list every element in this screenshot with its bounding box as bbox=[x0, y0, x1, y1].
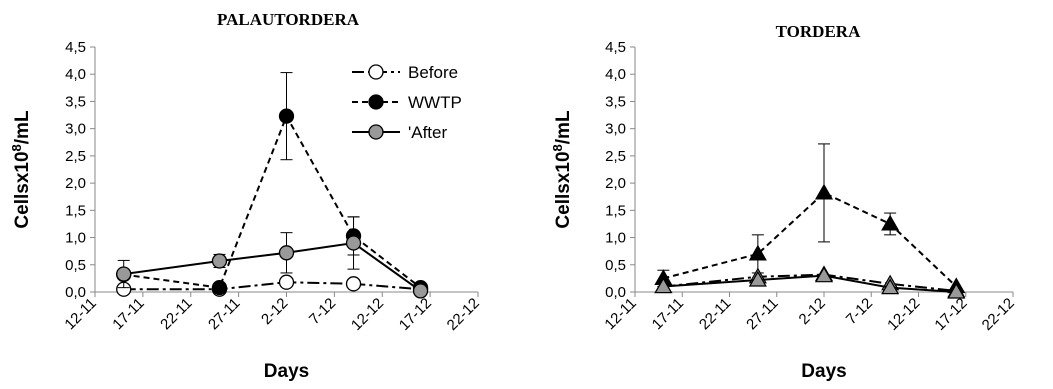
data-point bbox=[345, 235, 362, 251]
data-point bbox=[881, 278, 900, 295]
data-point bbox=[748, 244, 767, 261]
y-axis-label-unit: /mL bbox=[553, 110, 574, 144]
y-tick-label: 3,0 bbox=[65, 121, 86, 138]
y-axis-label-superscript: 8 bbox=[550, 144, 565, 151]
data-point bbox=[412, 283, 429, 299]
series-line bbox=[123, 281, 421, 291]
x-tick-label: 17-11 bbox=[649, 295, 687, 333]
legend-marker bbox=[368, 94, 384, 110]
y-tick-label: 1,5 bbox=[65, 202, 86, 219]
data-point bbox=[278, 108, 295, 124]
chart-panel-1: PALAUTORDERA 0,0 0,5 1,0 1,5 2,0 2,5 3,0 3,5 4,0 4… bbox=[9, 10, 483, 382]
x-tick-label: 12-12 bbox=[348, 295, 387, 334]
series-line bbox=[663, 274, 957, 293]
y-tick-label: 0,0 bbox=[605, 284, 626, 301]
x-tick-label: 22-11 bbox=[696, 295, 734, 333]
x-tick-label: 12-12 bbox=[884, 295, 923, 334]
y-tick-label: 2,0 bbox=[605, 175, 626, 192]
series-3 bbox=[116, 216, 429, 299]
x-tick-label: 7-12 bbox=[306, 295, 339, 328]
x-tick-label: 17-12 bbox=[931, 295, 970, 334]
series-1 bbox=[654, 143, 966, 294]
series-1 bbox=[116, 274, 429, 297]
y-axis-label-main: Cellsx10 bbox=[553, 151, 574, 228]
y-tick-label: 0,5 bbox=[605, 257, 626, 274]
series-3 bbox=[654, 266, 966, 299]
data-point bbox=[814, 183, 834, 200]
y-tick-label: 3,5 bbox=[605, 93, 626, 110]
legend-label: Before bbox=[408, 63, 458, 82]
data-point bbox=[278, 245, 295, 261]
legend-marker bbox=[368, 124, 384, 140]
y-tick-label: 4,5 bbox=[65, 39, 86, 56]
x-tick-label: 27-11 bbox=[743, 295, 781, 333]
y-tick-label: 4,0 bbox=[605, 66, 626, 83]
y-tick-label: 0,5 bbox=[65, 257, 86, 274]
x-tick-label: 22-11 bbox=[157, 295, 195, 333]
data-point bbox=[881, 214, 900, 231]
legend: Before WWTP 'After bbox=[352, 63, 462, 142]
data-point bbox=[211, 253, 228, 269]
y-axis-label: Cellsx108/mL bbox=[9, 110, 34, 229]
y-tick-label: 1,0 bbox=[65, 230, 86, 247]
x-tick-label: 2-12 bbox=[258, 295, 291, 328]
data-point bbox=[814, 266, 834, 283]
x-tick-label: 2-12 bbox=[796, 295, 829, 328]
chart-panel-2: TORDERA 0,0 0,5 1,0 1,5 2,0 2,5 3,0 3,5 4,0 4,5 12-… bbox=[550, 22, 1018, 382]
data-point bbox=[947, 282, 966, 299]
data-point bbox=[116, 266, 132, 282]
chart-title: TORDERA bbox=[776, 22, 861, 41]
x-axis-label: Days bbox=[801, 361, 846, 382]
y-tick-label: 4,5 bbox=[605, 39, 626, 56]
x-axis-label: Days bbox=[264, 361, 309, 382]
x-tick-label: 7-12 bbox=[843, 295, 876, 328]
legend-label: WWTP bbox=[408, 93, 462, 112]
x-tick-label: 22-12 bbox=[444, 295, 483, 334]
chart-title: PALAUTORDERA bbox=[217, 10, 360, 29]
legend-marker bbox=[368, 64, 384, 80]
y-tick-label: 2,5 bbox=[65, 148, 86, 165]
data-point bbox=[748, 270, 767, 287]
x-tick-label: 17-12 bbox=[396, 295, 435, 334]
y-tick-label: 3,5 bbox=[65, 93, 86, 110]
y-tick-label: 0,0 bbox=[65, 284, 86, 301]
x-tick-label: 27-11 bbox=[205, 295, 243, 333]
y-tick-label: 2,5 bbox=[605, 148, 626, 165]
y-axis-label-main: Cellsx10 bbox=[12, 151, 33, 228]
series-line bbox=[663, 191, 957, 288]
legend-label: 'After bbox=[408, 123, 447, 142]
data-point bbox=[345, 276, 362, 292]
x-tick-label: 17-11 bbox=[109, 295, 147, 333]
x-tick-label: 22-12 bbox=[979, 295, 1018, 334]
data-point bbox=[654, 277, 673, 294]
y-axis-label-superscript: 8 bbox=[9, 144, 24, 151]
y-tick-label: 1,0 bbox=[605, 230, 626, 247]
y-tick-label: 3,0 bbox=[605, 121, 626, 138]
data-point bbox=[278, 274, 295, 290]
y-tick-label: 2,0 bbox=[65, 175, 86, 192]
data-point bbox=[211, 279, 228, 296]
y-axis-label-unit: /mL bbox=[12, 110, 33, 144]
y-axis-label: Cellsx108/mL bbox=[550, 110, 575, 229]
series-line bbox=[123, 113, 422, 289]
y-tick-label: 4,0 bbox=[65, 66, 86, 83]
y-tick-label: 1,5 bbox=[605, 202, 626, 219]
